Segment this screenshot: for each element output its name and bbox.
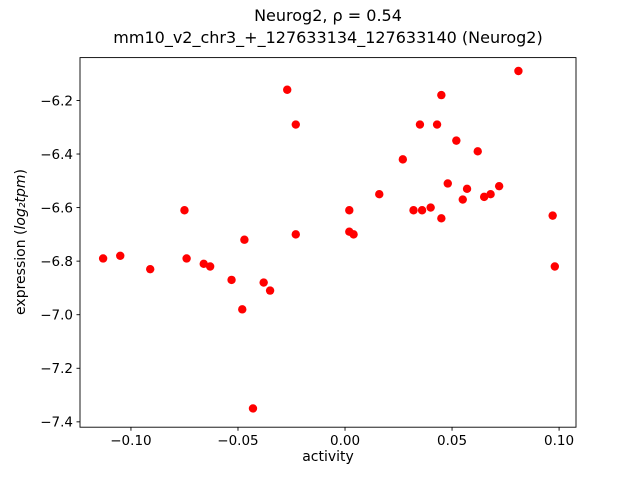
scatter-point [473, 147, 482, 156]
scatter-point [180, 206, 189, 215]
scatter-point [238, 305, 247, 314]
scatter-point [443, 179, 452, 188]
axes-frame [79, 57, 577, 428]
x-tick-label: −0.10 [110, 433, 151, 449]
x-tick-label: 0.00 [330, 433, 360, 449]
y-tick-label: −6.4 [40, 147, 73, 163]
y-tick-label: −6.6 [40, 200, 73, 216]
scatter-point [291, 120, 300, 129]
scatter-point [199, 259, 208, 269]
scatter-point [452, 136, 461, 145]
scatter-point [409, 206, 418, 215]
scatter-point [494, 181, 504, 191]
scatter-point [426, 203, 435, 212]
scatter-point [415, 120, 425, 129]
scatter-point [205, 262, 215, 271]
y-axis-label-suffix: ) [13, 169, 29, 175]
y-axis-label: expression (log₂tpm) [13, 169, 29, 315]
chart-title-line1: Neurog2, ρ = 0.54 [254, 6, 402, 25]
scatter-point [182, 254, 191, 263]
scatter-point [349, 230, 358, 239]
scatter-point [548, 211, 557, 220]
y-tick-label: −7.2 [40, 361, 73, 377]
x-tick-label: 0.10 [544, 433, 574, 449]
scatter-point [417, 206, 427, 215]
scatter-point [375, 189, 384, 199]
scatter-point [116, 251, 125, 260]
scatter-point [248, 404, 258, 413]
scatter-point [486, 189, 495, 199]
scatter-point [259, 278, 268, 287]
scatter-point [479, 192, 489, 202]
scatter-point [514, 66, 523, 76]
x-axis-ticks: −0.10 −0.05 0.00 0.05 0.10 [110, 427, 574, 449]
y-tick-label: −6.8 [40, 254, 73, 270]
scatter-point [432, 120, 442, 129]
y-tick-label: −7.0 [40, 308, 73, 324]
scatter-point [283, 85, 292, 94]
chart-title-line2: mm10_v2_chr3_+_127633134_127633140 (Neur… [113, 28, 543, 47]
scatter-point [458, 195, 467, 204]
x-tick-label: 0.05 [437, 433, 467, 449]
scatter-point [462, 184, 472, 194]
y-axis-ticks: −6.2 −6.4 −6.6 −6.8 −7.0 −7.2 −7.4 [40, 93, 80, 431]
scatter-point [345, 206, 354, 215]
y-tick-label: −6.2 [40, 93, 73, 109]
scatter-point [437, 90, 446, 100]
scatter-point [146, 264, 155, 274]
data-points [98, 66, 560, 413]
scatter-point [227, 275, 236, 285]
scatter-point [550, 262, 560, 271]
scatter-point [98, 254, 108, 263]
x-tick-label: −0.05 [217, 433, 258, 449]
x-axis-label: activity [302, 449, 354, 465]
scatter-point [437, 214, 446, 223]
scatter-point [265, 286, 275, 295]
y-tick-label: −7.4 [40, 415, 73, 431]
scatter-point [291, 230, 300, 239]
y-axis-label-prefix: expression ( [13, 229, 29, 315]
scatter-point [240, 235, 249, 244]
scatter-point [398, 155, 408, 164]
y-axis-label-math: log₂tpm [13, 174, 29, 230]
